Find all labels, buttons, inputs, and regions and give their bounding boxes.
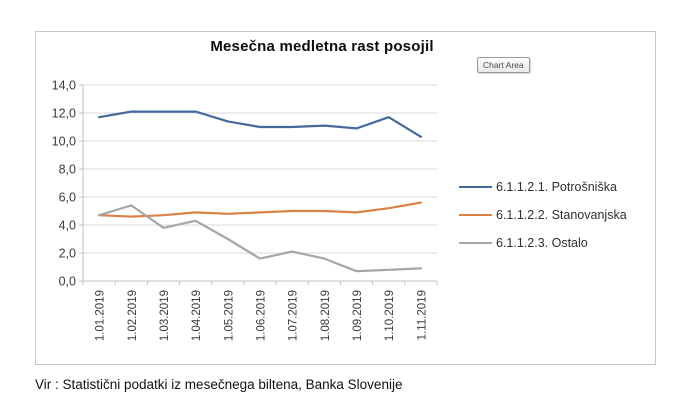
legend-item[interactable]: 6.1.1.2.2. Stanovanjska — [459, 207, 627, 223]
x-tick-label: 1.01.2019 — [95, 290, 107, 341]
x-tick-label: 1.10.2019 — [384, 290, 396, 341]
x-tick-label: 1.03.2019 — [159, 290, 171, 341]
x-tick-label: 1.08.2019 — [320, 290, 332, 341]
legend-label: 6.1.1.2.2. Stanovanjska — [496, 208, 627, 222]
legend-label: 6.1.1.2.1. Potrošniška — [496, 180, 617, 194]
series-line-2[interactable] — [97, 201, 423, 218]
y-tick-label: 2,0 — [59, 247, 76, 261]
y-tick-label: 14,0 — [52, 79, 76, 93]
y-tick-label: 10,0 — [52, 135, 76, 149]
x-tick-label: 1.09.2019 — [352, 290, 364, 341]
x-tick-label: 1.07.2019 — [288, 290, 300, 341]
legend-line-swatch — [459, 214, 492, 216]
chart-area-tooltip: Chart Area — [477, 57, 530, 73]
legend-label: 6.1.1.2.3. Ostalo — [496, 236, 588, 250]
series-line-1[interactable] — [97, 110, 423, 138]
plot-area[interactable]: 0,0 2,0 4,0 6,0 8,0 10,0 12,0 14,0 1.01.2019 1.02… — [36, 32, 655, 364]
legend-item[interactable]: 6.1.1.2.1. Potrošniška — [459, 179, 627, 195]
y-tick-label: 6,0 — [59, 191, 76, 205]
x-tick-label: 1.05.2019 — [223, 290, 235, 341]
y-tick-label: 4,0 — [59, 219, 76, 233]
x-tick-label: 1.04.2019 — [191, 290, 203, 341]
y-tick-label: 8,0 — [59, 163, 76, 177]
source-caption: Vir : Statistični podatki iz mesečnega b… — [35, 377, 403, 392]
y-tick-label: 12,0 — [52, 107, 76, 121]
legend: 6.1.1.2.1. Potrošniška 6.1.1.2.2. Stanova… — [459, 179, 627, 263]
chart-title: Mesečna medletna rast posojil — [210, 38, 434, 55]
chart-frame[interactable]: 0,0 2,0 4,0 6,0 8,0 10,0 12,0 14,0 1.01.2019 1.02… — [35, 31, 656, 365]
x-tick-label: 1.11.2019 — [416, 290, 428, 340]
legend-line-swatch — [459, 186, 492, 188]
legend-item[interactable]: 6.1.1.2.3. Ostalo — [459, 235, 627, 251]
legend-line-swatch — [459, 242, 492, 244]
series-line-3[interactable] — [97, 204, 423, 273]
y-tick-label: 0,0 — [59, 275, 76, 289]
x-tick-label: 1.06.2019 — [256, 290, 268, 341]
x-tick-label: 1.02.2019 — [127, 290, 139, 341]
